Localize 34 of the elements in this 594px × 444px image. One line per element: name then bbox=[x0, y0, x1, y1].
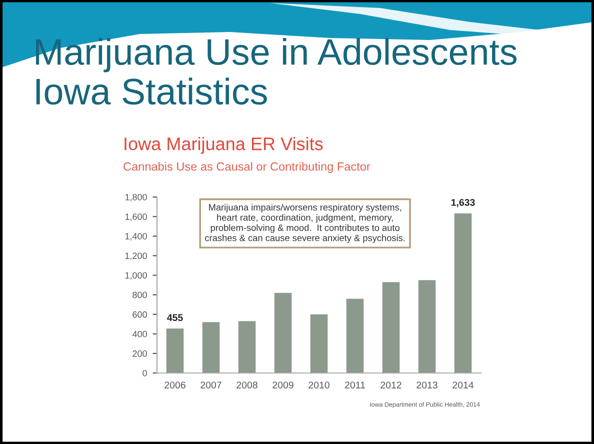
bar bbox=[310, 314, 328, 373]
y-tick-label: 800 bbox=[132, 292, 147, 298]
x-tick-label: 2012 bbox=[380, 382, 402, 388]
y-tick-label: 1,800 bbox=[125, 194, 147, 202]
y-tick-label: 400 bbox=[132, 330, 147, 338]
bar bbox=[382, 282, 400, 373]
x-tick-label: 2009 bbox=[272, 382, 294, 388]
x-tick-label: 2011 bbox=[345, 382, 365, 388]
y-tick-label: 200 bbox=[132, 350, 147, 357]
annotation: Marijuana impairs/worsens respiratory systems, heart rate, coordination, judgment, memory, problem-solving & mood. It contributes to auto crashes & can cause severe anxiety & psychosis. bbox=[205, 204, 405, 243]
x-tick-label: 2010 bbox=[308, 382, 330, 388]
bar bbox=[454, 213, 472, 373]
bar bbox=[166, 328, 184, 373]
y-tick-label: 600 bbox=[132, 311, 147, 318]
x-tick-label: 2013 bbox=[416, 382, 438, 388]
y-tick-label: 1,600 bbox=[125, 214, 147, 221]
x-tick-label: 2014 bbox=[452, 382, 474, 388]
y-tick-label: 1,000 bbox=[125, 272, 147, 280]
chart-subtitle: Cannabis Use as Causal or Contributing Factor bbox=[124, 162, 370, 174]
bar bbox=[346, 298, 364, 373]
bar bbox=[418, 280, 436, 373]
y-tick-label: 1,400 bbox=[125, 233, 147, 241]
x-tick-label: 2008 bbox=[236, 382, 258, 388]
data-label: 1,633 bbox=[451, 198, 475, 208]
y-tick-label: 1,200 bbox=[125, 252, 147, 260]
text: Marijuana Use in Adolescents Iowa Statistics bbox=[36, 38, 517, 105]
chart-title: Iowa Marijuana ER Visits bbox=[124, 137, 323, 154]
bar bbox=[202, 322, 220, 373]
x-tick-label: 2006 bbox=[164, 382, 186, 388]
data-label: 455 bbox=[167, 314, 183, 322]
bar bbox=[238, 321, 256, 373]
y-tick-label: 0 bbox=[142, 370, 147, 376]
x-tick-label: 2007 bbox=[200, 382, 222, 388]
bar bbox=[274, 292, 292, 373]
